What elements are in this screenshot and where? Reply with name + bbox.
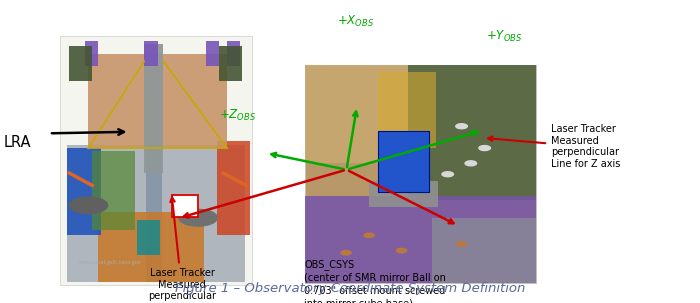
Bar bbox=[172, 195, 198, 217]
Circle shape bbox=[364, 233, 374, 238]
Text: $+Z_{OBS}$: $+Z_{OBS}$ bbox=[219, 108, 256, 123]
Bar bbox=[60, 36, 252, 285]
Bar bbox=[144, 44, 164, 173]
Bar bbox=[379, 72, 436, 148]
Bar bbox=[85, 41, 98, 66]
Bar bbox=[144, 41, 158, 66]
Circle shape bbox=[341, 251, 351, 255]
Bar bbox=[304, 196, 536, 283]
Bar bbox=[69, 46, 92, 81]
Text: $+Y_{OBS}$: $+Y_{OBS}$ bbox=[486, 29, 523, 44]
Text: $+X_{OBS}$: $+X_{OBS}$ bbox=[337, 14, 374, 29]
Bar bbox=[219, 46, 242, 81]
Bar bbox=[304, 65, 425, 163]
Bar bbox=[66, 145, 245, 282]
Text: LRA: LRA bbox=[4, 135, 31, 150]
Circle shape bbox=[456, 124, 468, 129]
Circle shape bbox=[442, 172, 454, 177]
Circle shape bbox=[465, 161, 477, 166]
Bar bbox=[136, 220, 160, 255]
Text: Laser Tracker
Measured
perpendicular
Line for Y axis: Laser Tracker Measured perpendicular Lin… bbox=[148, 198, 216, 303]
Bar bbox=[206, 41, 219, 66]
Bar bbox=[304, 65, 536, 283]
Bar bbox=[92, 151, 134, 230]
Bar bbox=[66, 148, 102, 235]
Text: Figure 1 – Observatory Coordinate System Definition: Figure 1 – Observatory Coordinate System… bbox=[175, 281, 525, 295]
Circle shape bbox=[479, 145, 491, 151]
Text: www.icesat.gsfc.nasa.gov: www.icesat.gsfc.nasa.gov bbox=[79, 260, 141, 265]
Bar bbox=[227, 41, 241, 66]
Circle shape bbox=[396, 248, 407, 253]
Text: OBS_CSYS
(center of SMR mirror Ball on
0.703" offset mount screwed
into mirror c: OBS_CSYS (center of SMR mirror Ball on 0… bbox=[304, 259, 447, 303]
Bar bbox=[369, 181, 438, 207]
Bar bbox=[146, 145, 162, 282]
Text: Laser Tracker
Measured
perpendicular
Line for Z axis: Laser Tracker Measured perpendicular Lin… bbox=[488, 124, 620, 169]
Bar bbox=[409, 65, 536, 200]
Bar bbox=[88, 54, 227, 148]
Circle shape bbox=[456, 242, 467, 246]
Bar bbox=[379, 131, 429, 192]
Bar bbox=[98, 212, 204, 282]
Circle shape bbox=[69, 197, 108, 214]
Bar bbox=[217, 141, 250, 235]
Circle shape bbox=[179, 209, 218, 226]
Bar bbox=[431, 218, 536, 283]
